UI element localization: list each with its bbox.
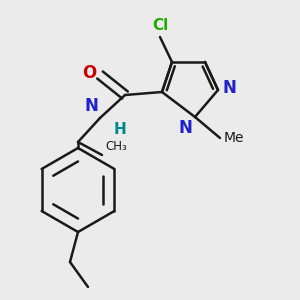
Text: Cl: Cl — [152, 18, 168, 33]
Text: N: N — [84, 97, 98, 115]
Text: O: O — [82, 64, 96, 82]
Text: Me: Me — [224, 131, 244, 145]
Text: H: H — [114, 122, 127, 137]
Text: N: N — [222, 79, 236, 97]
Text: N: N — [178, 119, 192, 137]
Text: CH₃: CH₃ — [105, 140, 127, 153]
